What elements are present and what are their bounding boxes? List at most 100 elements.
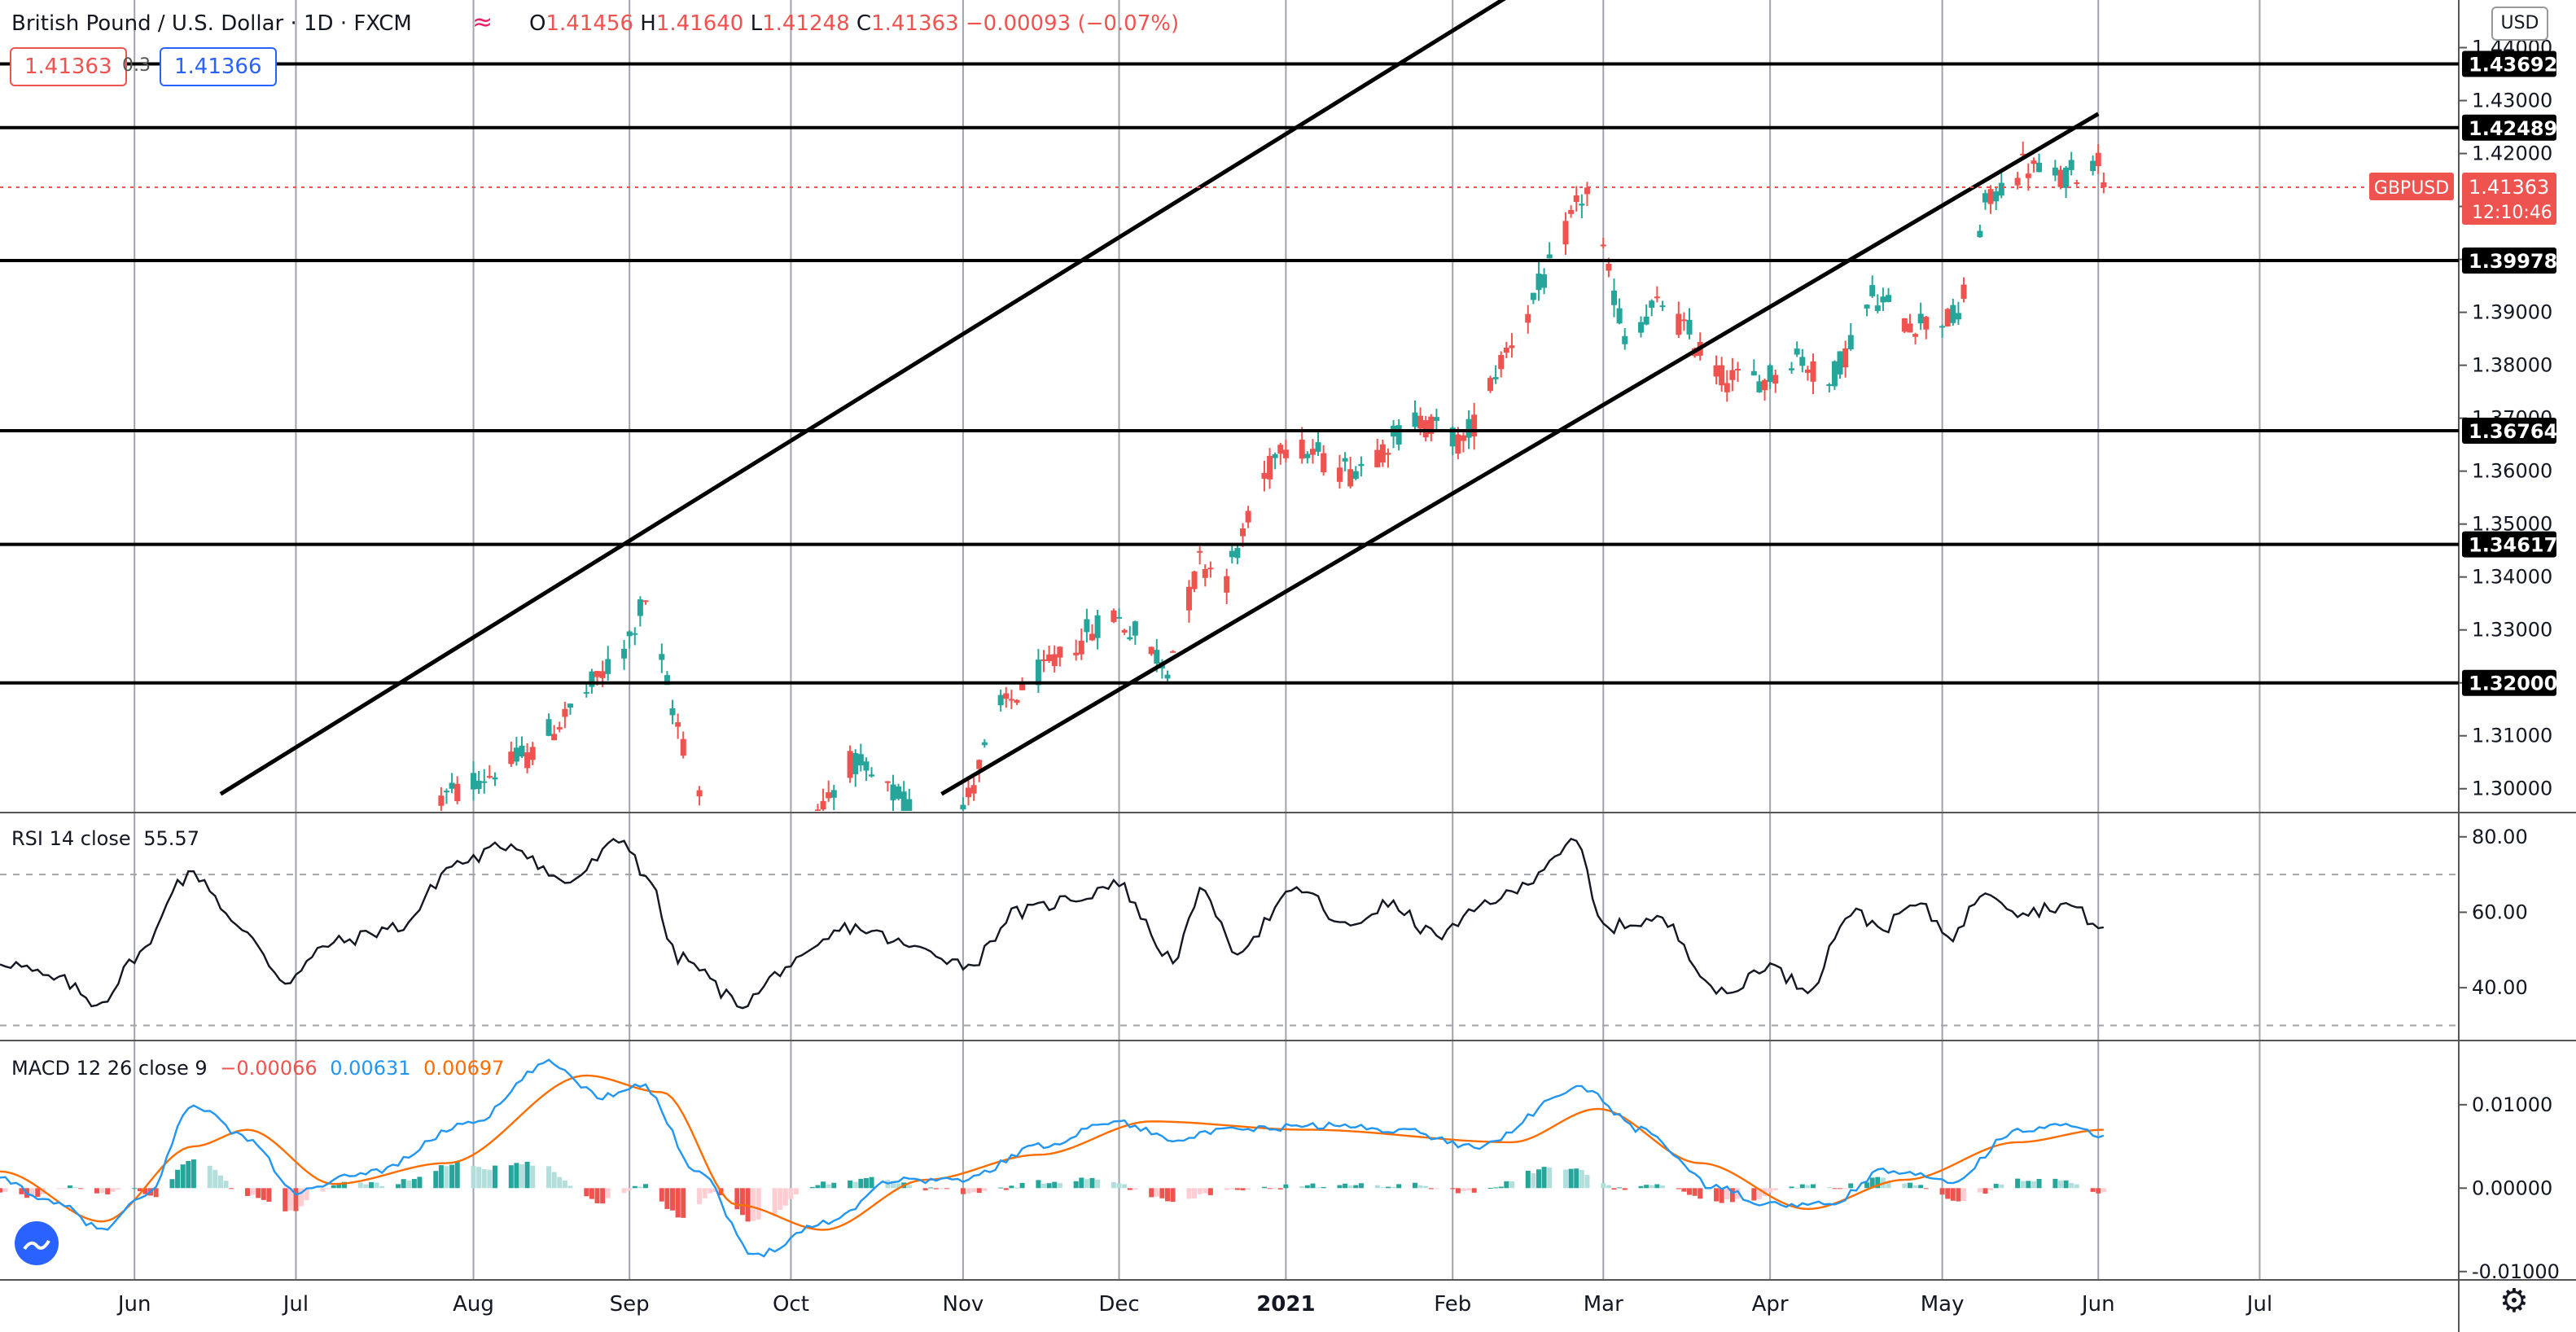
candle-body: [1676, 313, 1682, 335]
macd-histogram-bar: [1659, 1185, 1665, 1189]
macd-histogram-bar: [212, 1169, 218, 1189]
candle-body: [1185, 586, 1192, 611]
macd-histogram-bar: [1132, 1188, 1138, 1190]
macd-histogram-bar: [1698, 1188, 1703, 1199]
candle-body: [696, 790, 703, 797]
macd-histogram-bar: [2031, 1181, 2036, 1189]
candle-body: [1051, 654, 1058, 667]
macd-histogram-bar: [1165, 1188, 1171, 1202]
macd-histogram-bar: [1681, 1188, 1687, 1192]
trend-line: [940, 112, 2100, 796]
gear-icon[interactable]: ⚙: [2499, 1282, 2529, 1320]
candle-body: [1379, 444, 1386, 463]
candle-body: [562, 708, 568, 717]
macd-signal-line: [0, 1074, 2104, 1231]
candle-body: [664, 675, 670, 686]
candle-body: [1638, 322, 1645, 333]
candle-body: [1977, 230, 1983, 238]
high-label: H: [640, 11, 656, 36]
macd-histogram-bar: [433, 1171, 439, 1189]
macd-histogram-bar: [1875, 1176, 1881, 1189]
candle-body: [1170, 651, 1176, 653]
candle-body: [1987, 189, 1994, 204]
buy-price-button[interactable]: 1.41366: [160, 47, 277, 86]
candle-body: [997, 694, 1004, 706]
macd-histogram-bar: [1310, 1183, 1316, 1189]
candle-body: [2090, 160, 2096, 171]
macd-histogram-bar: [1622, 1188, 1628, 1190]
candle-body: [1040, 659, 1047, 661]
candle-body: [1487, 378, 1494, 392]
macd-histogram-bar: [1391, 1186, 1396, 1189]
macd-histogram-bar: [1999, 1184, 2004, 1189]
candle-body: [1622, 335, 1628, 344]
macd-histogram-bar: [1826, 1187, 1832, 1189]
macd-histogram-bar: [357, 1182, 363, 1189]
sell-price-button[interactable]: 1.41363: [10, 47, 127, 86]
candle-body: [1912, 334, 1919, 337]
wave-icon[interactable]: ≈: [472, 8, 493, 37]
candle-body: [1536, 274, 1542, 291]
candle-body: [2057, 169, 2064, 187]
candle-body: [551, 734, 558, 741]
macd-histogram-bar: [217, 1175, 223, 1189]
macd-histogram-bar: [627, 1188, 633, 1191]
currency-button[interactable]: USD: [2491, 7, 2548, 41]
macd-axis-label: 0.00000: [2472, 1176, 2552, 1199]
candle-body: [438, 795, 445, 806]
candle-body: [2074, 182, 2080, 184]
candle-body: [1428, 416, 1435, 434]
candle-body: [1649, 300, 1655, 308]
candle-body: [1342, 458, 1348, 462]
macd-histogram-bar: [939, 1188, 944, 1190]
candle-body: [1460, 435, 1466, 441]
candle-body: [1111, 610, 1117, 622]
macd-histogram-bar: [1842, 1188, 1848, 1190]
macd-histogram-bar: [1316, 1187, 1321, 1189]
spread-value: 0.3: [122, 55, 151, 76]
macd-histogram-bar: [745, 1188, 751, 1222]
macd-histogram-bar: [1057, 1183, 1062, 1189]
macd-histogram-bar: [1084, 1179, 1089, 1189]
macd-histogram-bar: [396, 1184, 401, 1189]
macd-histogram-bar: [1358, 1183, 1364, 1189]
macd-legend[interactable]: MACD 12 26 close 9 −0.00066 0.00631 0.00…: [11, 1057, 504, 1080]
macd-histogram-bar: [1939, 1188, 1945, 1195]
macd-histogram-bar: [1504, 1181, 1509, 1189]
symbol-title[interactable]: British Pound / U.S. Dollar · 1D · FXCM: [11, 11, 412, 36]
candle-body: [605, 659, 611, 674]
candle-body: [1907, 323, 1913, 333]
macd-histogram-bar: [1811, 1184, 1816, 1189]
macd-histogram-bar: [1768, 1188, 1773, 1193]
candle-body: [1546, 254, 1553, 259]
candle-body: [1503, 348, 1509, 353]
tradingview-logo-icon[interactable]: [15, 1221, 59, 1265]
macd-histogram-bar: [1509, 1181, 1514, 1189]
macd-histogram-bar: [1343, 1183, 1348, 1189]
candle-body: [454, 783, 461, 802]
macd-histogram-bar: [1584, 1175, 1590, 1189]
macd-histogram-bar: [960, 1188, 966, 1194]
macd-histogram-bar: [0, 1188, 2, 1193]
macd-histogram-bar: [363, 1184, 369, 1189]
macd-histogram-bar: [1299, 1185, 1305, 1189]
candle-body: [481, 781, 488, 783]
macd-histogram-bar: [788, 1188, 794, 1199]
candle-body: [1804, 370, 1811, 373]
close-value: 1.41363: [871, 11, 959, 36]
macd-histogram-bar: [2, 1188, 8, 1192]
rsi-legend[interactable]: RSI 14 close 55.57: [11, 827, 199, 850]
candle-body: [1321, 453, 1327, 473]
macd-histogram-bar: [341, 1181, 347, 1189]
ohlc-legend: O1.41456 H1.41640 L1.41248 C1.41363 −0.0…: [529, 11, 1179, 36]
candle-body: [1003, 693, 1010, 699]
candle-body: [1154, 650, 1160, 664]
macd-histogram-bar: [1961, 1188, 1967, 1202]
macd-histogram-value: −0.00066: [220, 1057, 318, 1080]
price-axis-label: 1.43000: [2472, 90, 2552, 112]
macd-histogram-bar: [530, 1165, 536, 1189]
candle-body: [1993, 191, 2000, 202]
symbol-badge-bg: [2369, 172, 2454, 200]
macd-histogram-bar: [642, 1184, 648, 1189]
